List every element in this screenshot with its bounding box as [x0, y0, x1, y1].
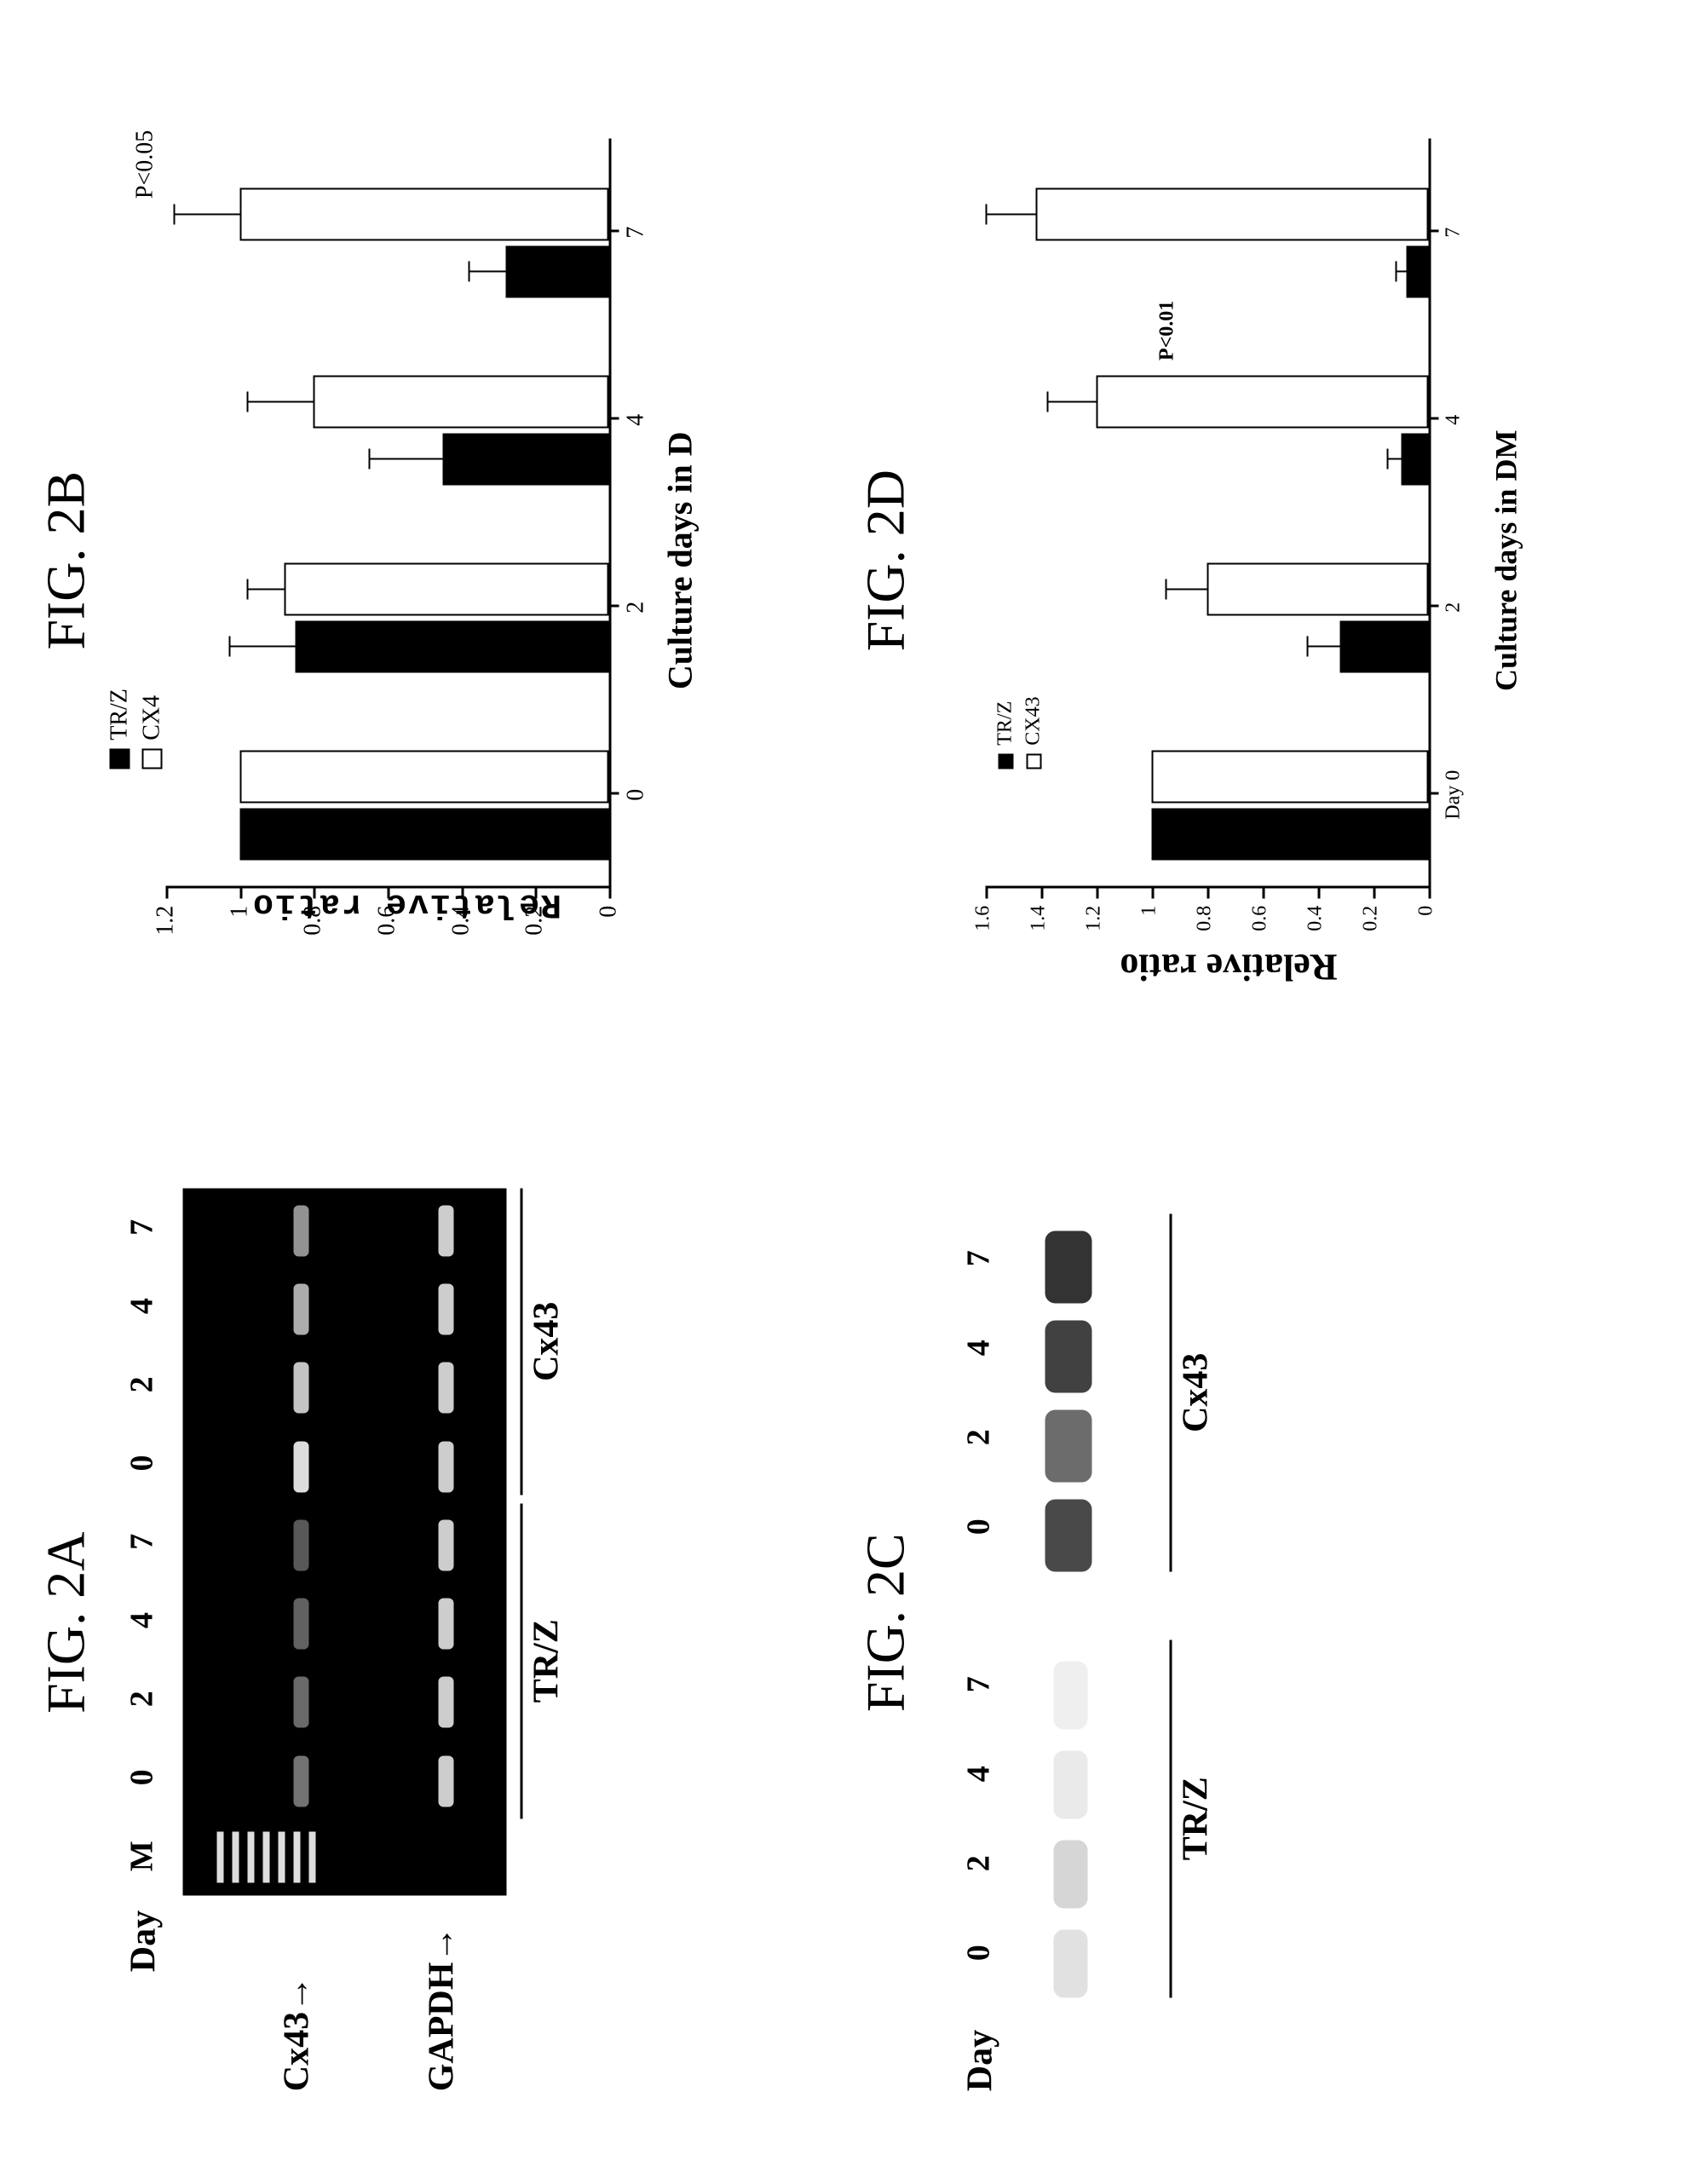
fig2a-day-prefix: Day	[124, 1910, 164, 1972]
lane-2a: 2	[124, 1660, 161, 1738]
divider	[1170, 1639, 1172, 1997]
fig2d-chart: Relative ratio Culture days in DM TR/Z C…	[935, 113, 1548, 1008]
panel-fig2a: FIG. 2A Day M 0 2 4 7 0 2 4 7 Cx43→ GAPD…	[35, 1096, 846, 2150]
fig2c-group-trz: TR/Z	[1176, 1639, 1217, 1997]
fig2c-blot	[1011, 1196, 1148, 2006]
fig2a-group-cx43: Cx43	[527, 1188, 567, 1495]
fig2c-lanes-right: 0 2 4 7	[960, 1213, 998, 1571]
fig2a-gapdh-label: GAPDH→	[422, 1927, 463, 2092]
arrow-icon: →	[278, 1976, 317, 2012]
fig2a-group-trz: TR/Z	[527, 1503, 567, 1818]
cr2: 2	[960, 1392, 998, 1482]
legend-trz: TR/Z	[107, 689, 134, 769]
fig2b-chart: Relative ratio Culture days in D TR/Z CX…	[115, 113, 729, 1008]
lane-0a: 0	[124, 1738, 161, 1817]
legend-cx43-label: CX43	[1022, 696, 1045, 745]
lane-2b: 2	[124, 1346, 161, 1424]
legend-trz: TR/Z	[994, 696, 1017, 769]
fig2d-legend: TR/Z CX43	[994, 696, 1051, 769]
legend-swatch-open	[1026, 754, 1041, 769]
fig2b-xlabel: Culture days in D	[660, 113, 700, 1008]
legend-swatch-filled	[998, 754, 1013, 769]
cr4: 4	[960, 1303, 998, 1392]
fig2c-day-prefix: Day	[960, 2030, 1001, 2091]
lane-4a: 4	[124, 1581, 161, 1659]
fig2d-title: FIG. 2D	[855, 34, 918, 1088]
cl0: 0	[960, 1908, 998, 1997]
fig2d-pvalue: P<0.01	[1156, 301, 1179, 360]
fig2a-cx43-label: Cx43→	[277, 1976, 318, 2091]
fig2a-lane-labels: M 0 2 4 7 0 2 4 7	[124, 1188, 161, 1895]
divider	[1170, 1213, 1172, 1571]
lane-7a: 7	[124, 1502, 161, 1581]
legend-cx4: CX4	[139, 689, 166, 769]
divider	[521, 1503, 523, 1818]
lane-4b: 4	[124, 1267, 161, 1346]
panel-fig2c: FIG. 2C Day 0 2 4 7 0 2 4 7 TR/Z Cx	[855, 1096, 1666, 2150]
lane-7b: 7	[124, 1188, 161, 1266]
fig2b-title: FIG. 2B	[35, 34, 98, 1088]
cl4: 4	[960, 1729, 998, 1818]
fig2b-pvalue: P<0.05	[132, 130, 159, 199]
panel-fig2b: FIG. 2B Relative ratio Culture days in D…	[35, 34, 846, 1088]
cr0: 0	[960, 1482, 998, 1571]
cx43-text: Cx43	[278, 2012, 317, 2091]
fig2c-title: FIG. 2C	[855, 1096, 918, 2150]
cr7: 7	[960, 1213, 998, 1303]
fig2d-xlabel: Culture days in DM	[1489, 113, 1524, 1008]
legend-swatch-open	[142, 749, 163, 769]
fig2a-gel	[183, 1188, 507, 1895]
fig2c-lanes-left: 0 2 4 7	[960, 1639, 998, 1997]
legend-trz-label: TR/Z	[994, 701, 1017, 746]
fig2c-group-cx43: Cx43	[1176, 1213, 1217, 1571]
cl7: 7	[960, 1639, 998, 1729]
arrow-icon: →	[423, 1927, 462, 1962]
lane-M: M	[124, 1817, 161, 1895]
panel-fig2d: FIG. 2D Relative ratio Culture days in D…	[855, 34, 1666, 1088]
legend-trz-label: TR/Z	[107, 689, 134, 740]
legend-swatch-filled	[110, 749, 130, 769]
cl2: 2	[960, 1818, 998, 1908]
legend-cx43: CX43	[1022, 696, 1045, 769]
fig2b-legend: TR/Z CX4	[107, 689, 171, 769]
legend-cx4-label: CX4	[139, 695, 166, 740]
lane-0b: 0	[124, 1424, 161, 1502]
fig2a-title: FIG. 2A	[35, 1096, 98, 2150]
fig2b-ylabel: Relative ratio	[251, 885, 562, 923]
gapdh-text: GAPDH	[423, 1962, 462, 2092]
divider	[521, 1188, 523, 1495]
